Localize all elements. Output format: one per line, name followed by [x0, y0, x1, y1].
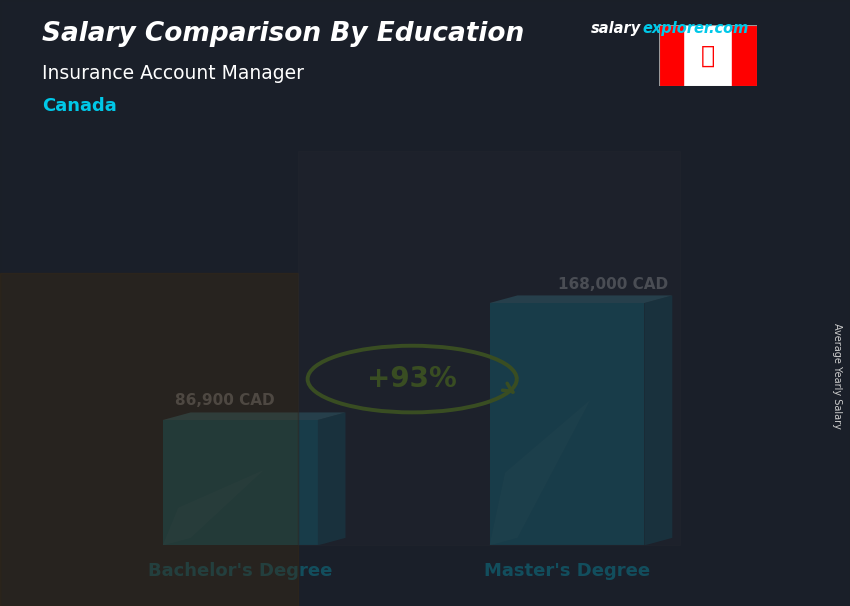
Polygon shape	[163, 470, 264, 545]
Bar	[298, 152, 680, 545]
Bar	[490, 303, 644, 545]
Text: Insurance Account Manager: Insurance Account Manager	[42, 64, 304, 82]
Polygon shape	[163, 413, 345, 420]
Bar	[0, 273, 298, 606]
Text: salary: salary	[591, 21, 641, 36]
Polygon shape	[490, 400, 590, 545]
Text: 86,900 CAD: 86,900 CAD	[175, 393, 275, 408]
Polygon shape	[490, 296, 672, 303]
Polygon shape	[644, 296, 672, 545]
Text: explorer.com: explorer.com	[643, 21, 749, 36]
Bar	[732, 25, 756, 86]
Polygon shape	[318, 413, 345, 545]
Text: 🍁: 🍁	[700, 44, 715, 68]
Bar	[659, 25, 683, 86]
Text: Salary Comparison By Education: Salary Comparison By Education	[42, 21, 524, 47]
Text: Canada: Canada	[42, 97, 117, 115]
Bar	[163, 420, 318, 545]
Text: Average Yearly Salary: Average Yearly Salary	[832, 323, 842, 428]
Text: +93%: +93%	[367, 365, 457, 393]
Text: 168,000 CAD: 168,000 CAD	[558, 278, 668, 293]
